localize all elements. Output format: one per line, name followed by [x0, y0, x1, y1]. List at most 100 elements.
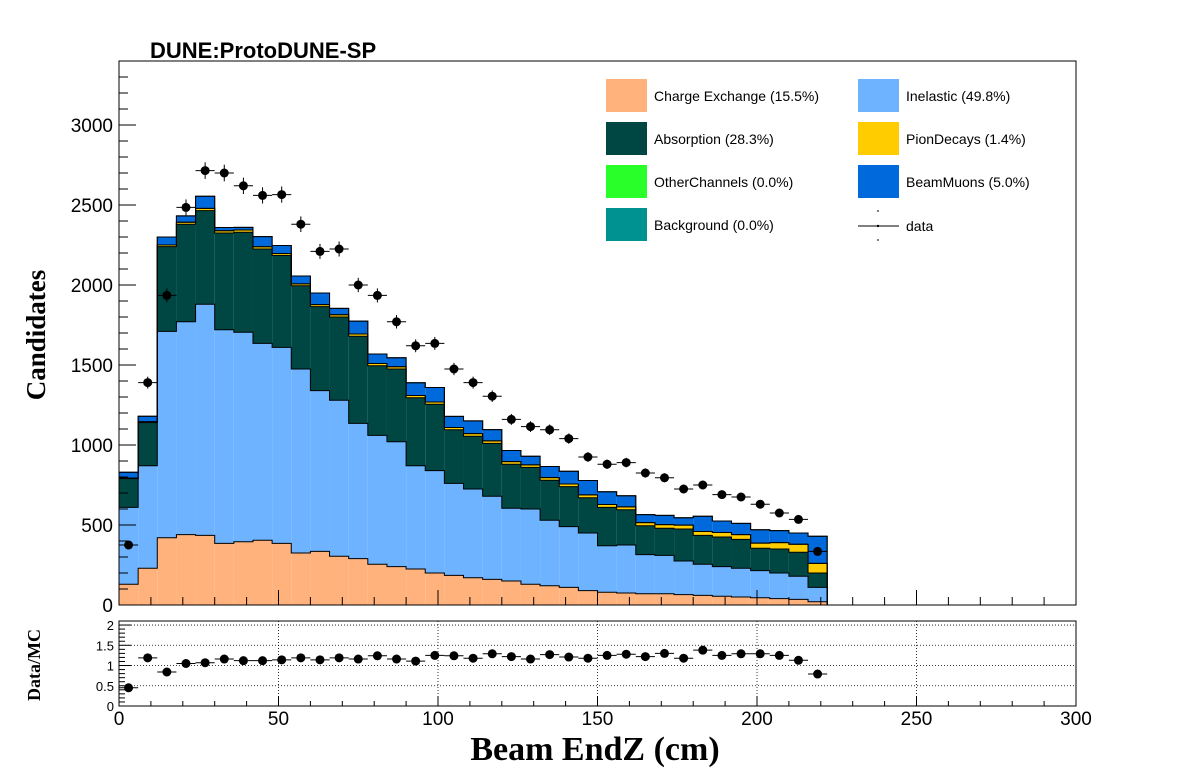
bar-piondecays	[674, 525, 694, 529]
bar-inelastic	[597, 545, 617, 593]
ratio-point	[679, 653, 689, 663]
data-point	[698, 480, 708, 490]
ratio-point	[143, 653, 153, 663]
stack-outline	[118, 210, 828, 605]
legend-swatch	[606, 79, 647, 112]
bar-piondecays	[559, 484, 579, 487]
bar-inelastic	[750, 570, 770, 598]
bar-absorption	[119, 478, 139, 508]
ratio-point	[545, 650, 555, 660]
ratio-point	[372, 651, 382, 661]
bar-charge	[233, 541, 253, 605]
bar-charge	[769, 598, 789, 605]
bar-inelastic	[425, 470, 445, 573]
bar-charge	[693, 595, 713, 605]
bar-charge	[540, 585, 560, 605]
bar-inelastic	[712, 566, 732, 597]
bar-absorption	[731, 539, 751, 569]
bar-inelastic	[520, 509, 541, 585]
stack-outline	[118, 303, 828, 605]
data-point	[813, 546, 823, 556]
bar-beammuons	[578, 480, 598, 495]
bar-inelastic	[501, 508, 521, 581]
bar-beammuons	[425, 387, 445, 402]
legend-swatch	[858, 165, 899, 198]
ratio-point	[717, 650, 727, 660]
bar-beammuons	[635, 514, 655, 523]
ratio-y-tick-label: 0	[107, 699, 114, 714]
ratio-point	[640, 652, 650, 662]
bar-absorption	[693, 535, 713, 565]
bar-piondecays	[329, 314, 349, 317]
bar-charge	[348, 558, 368, 605]
data-point	[124, 540, 134, 550]
bar-charge	[176, 534, 196, 605]
bar-inelastic	[578, 533, 598, 591]
bar-absorption	[444, 429, 464, 484]
ratio-pad: 00.511.520 50 100 150 200 250 300	[96, 618, 1092, 730]
legend-label: BeamMuons (5.0%)	[906, 174, 1030, 190]
bar-charge	[501, 581, 521, 605]
legend-label: OtherChannels (0.0%)	[654, 174, 793, 190]
data-point	[449, 364, 459, 374]
y-tick-label: 500	[81, 516, 113, 537]
bar-piondecays	[233, 229, 253, 233]
ratio-point	[813, 669, 823, 679]
ratio-point	[353, 654, 363, 664]
legend-label: Charge Exchange (15.5%)	[654, 88, 819, 104]
bar-piondecays	[272, 253, 292, 256]
bar-charge	[559, 587, 579, 605]
ratio-point	[506, 652, 516, 662]
bar-piondecays	[252, 246, 273, 249]
bar-absorption	[195, 210, 215, 305]
bar-piondecays	[597, 504, 617, 508]
y-axis-title: Candidates	[21, 270, 51, 401]
bar-beammuons	[769, 530, 789, 543]
data-point	[545, 425, 555, 435]
data-point	[143, 378, 153, 388]
bar-beammuons	[731, 523, 751, 535]
data-point	[334, 244, 344, 254]
bar-charge	[674, 594, 694, 605]
ratio-point	[296, 653, 306, 663]
bar-inelastic	[616, 545, 636, 593]
bar-absorption	[482, 443, 502, 497]
bar-inelastic	[406, 465, 426, 569]
bar-piondecays	[157, 245, 177, 247]
bar-inelastic	[693, 564, 713, 596]
bar-beammuons	[367, 353, 387, 364]
bar-charge	[291, 553, 311, 605]
bar-beammuons	[520, 456, 541, 465]
bar-piondecays	[291, 283, 311, 286]
legend-label: Inelastic (49.8%)	[906, 88, 1010, 104]
legend-swatch	[606, 122, 647, 155]
ratio-point	[238, 656, 248, 666]
ratio-point	[487, 649, 497, 659]
bar-absorption	[367, 365, 387, 436]
ratio-y-tick-label: 0.5	[96, 679, 114, 694]
bar-piondecays	[769, 542, 789, 549]
bar-piondecays	[214, 230, 234, 233]
bar-inelastic	[654, 555, 675, 594]
bar-charge	[310, 551, 330, 605]
ratio-point	[793, 655, 803, 665]
bar-absorption	[635, 525, 655, 555]
ratio-point	[602, 650, 612, 660]
data-point	[277, 190, 287, 200]
bar-charge	[406, 569, 426, 605]
bar-absorption	[808, 573, 828, 588]
bar-beammuons	[272, 245, 292, 254]
data-point	[602, 459, 612, 469]
ratio-point	[755, 649, 765, 659]
data-point	[659, 473, 669, 483]
bar-absorption	[329, 317, 349, 401]
bar-beammuons	[214, 227, 234, 231]
bar-charge	[635, 593, 655, 605]
x-tick-label: 100	[422, 709, 454, 730]
data-point	[526, 422, 536, 432]
bar-beammuons	[482, 429, 502, 441]
bar-absorption	[138, 422, 158, 466]
ratio-point	[200, 658, 210, 668]
bar-charge	[119, 584, 139, 605]
bar-charge	[520, 584, 541, 605]
